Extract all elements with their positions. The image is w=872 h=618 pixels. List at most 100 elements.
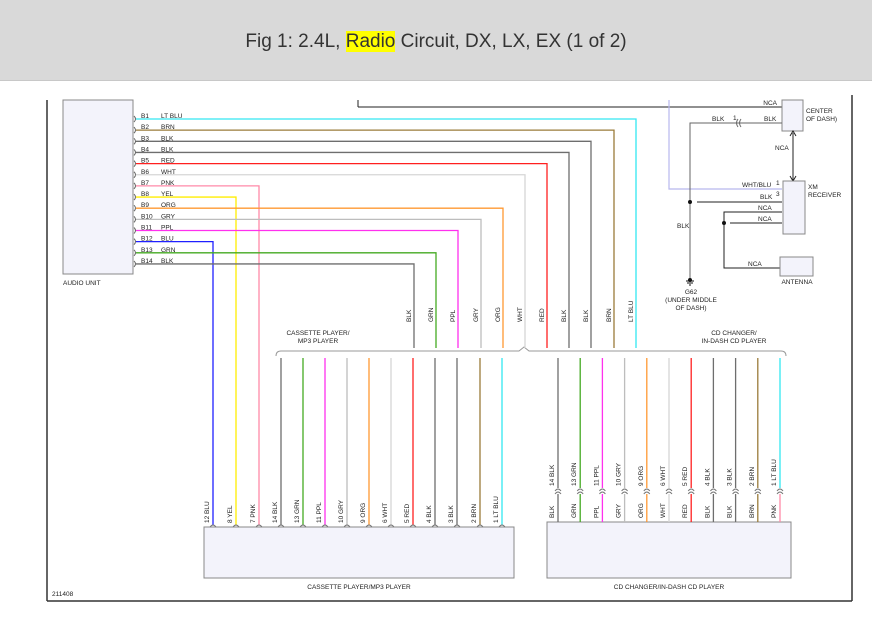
wire-b1 [136,118,637,348]
pin-connector-icon [431,524,439,528]
nca-label: NCA [758,205,772,212]
pin-connector-icon [387,524,395,528]
cd-lower-color-label: BRN [749,504,756,518]
wire-b5 [136,162,548,348]
pin-connector-icon [710,488,717,495]
pin-connector-icon [576,488,584,495]
audio-pin-number: B1 [141,113,149,120]
blk-label: BLK [760,194,773,201]
pin-connector-icon [321,524,329,528]
audio-pin-number: B8 [141,191,149,198]
cd-lower-color-label: BLK [704,505,711,518]
audio-unit-box [62,99,134,275]
wires-group: B1 LT BLU LT BLU B2 BRN BRN B3 BLK BLK B4 BLK BLK B5… [133,113,784,528]
title-highlight: Radio [345,31,396,52]
audio-pin-color: BRN [161,124,175,131]
pin-connector-icon [133,149,136,156]
wire-color-label: RED [539,308,546,322]
cd-lower-color-label: GRY [616,503,623,518]
wire-color-label: GRY [473,307,480,322]
title-prefix: Fig 1: 2.4L, [245,31,346,52]
pin-connector-icon [133,115,136,123]
pin-connector-icon [732,488,739,495]
cd-pin-label: 3 BLK [727,468,734,486]
title-suffix: Circuit, DX, LX, EX (1 of 2) [395,31,627,52]
pin-connector-icon [409,524,417,528]
nca-label: NCA [775,145,789,152]
wire-color-label: BRN [606,308,613,322]
cassette-pin-label: 12 BLU [204,501,211,523]
ground-label-2: (UNDER MIDDLE [665,297,717,304]
blk-label: BLK [712,116,725,123]
wire-b13 [136,252,437,348]
wire-b7 [136,185,260,525]
nca-label: NCA [763,100,777,107]
audio-pin-number: B5 [141,158,149,165]
pin-1-label: 1 [776,180,780,187]
wire-color-label: LT BLU [628,300,635,322]
pin-connector-icon [133,260,136,268]
pin-connector-icon [476,524,484,528]
cassette-pin-label: 2 BRN [471,504,478,523]
wire-b11 [136,229,459,348]
cassette-branch-label-2: MP3 PLAYER [298,338,339,345]
cd-lower-color-label: PNK [771,504,778,518]
cassette-pin-label: 6 WHT [382,503,389,523]
audio-pin-color: YEL [161,191,174,198]
audio-pin-color: GRY [161,213,176,220]
audio-pin-color: GRN [161,247,176,254]
nca-label: NCA [748,261,762,268]
cassette-pin-label: 4 BLK [426,505,433,523]
pin-connector-icon [133,137,136,145]
connector-icon [736,118,742,128]
audio-pin-color: BLK [161,135,174,142]
wire-wht-blu [668,100,782,190]
cassette-pin-label: 1 LT BLU [493,496,500,523]
cd-branch-label-2: IN-DASH CD PLAYER [702,338,767,345]
pin-connector-icon [299,524,307,528]
audio-pin-color: BLK [161,146,174,153]
audio-pin-number: B4 [141,146,149,153]
wire-b2 [136,129,615,348]
splice-icon [722,221,726,225]
wire-b10 [136,218,482,348]
figure-id: 211408 [52,591,74,598]
wire-b12 [136,240,214,525]
pin-connector-icon [133,171,136,179]
wire-blk-ground [689,122,782,280]
audio-pin-color: BLU [161,236,174,243]
pin-connector-icon [453,524,461,528]
wire-color-label: PPL [450,309,457,322]
audio-pin-number: B12 [141,236,153,243]
cd-pin-label: 2 BRN [749,467,756,486]
harness-bracket [275,346,787,357]
wire-b3 [136,140,592,348]
cassette-player-label: CASSETTE PLAYER/MP3 PLAYER [307,584,411,591]
wire-b8 [136,196,237,525]
pin-1-label: 1 [733,115,737,122]
cassette-pin-label: 7 PNK [250,504,257,523]
cd-changer-label: CD CHANGER/IN-DASH CD PLAYER [614,584,725,591]
audio-pin-color: LT BLU [161,113,183,120]
pin-connector-icon [133,126,136,134]
audio-pin-number: B3 [141,135,149,142]
pin-connector-icon [277,524,285,528]
cd-lower-color-label: GRN [571,503,578,518]
wire-b14 [136,263,415,348]
pin-connector-icon [554,488,562,495]
audio-pin-number: B14 [141,258,153,265]
pin-connector-icon [133,227,136,234]
wire-color-label: GRN [428,307,435,322]
pin-connector-icon [643,488,651,495]
cassette-pin-label: 5 RED [404,504,411,523]
cd-branch-label-1: CD CHANGER/ [711,330,757,337]
pin-connector-icon [133,249,136,257]
wire-nca-antenna [723,211,782,269]
cd-lower-color-label: BLK [727,505,734,518]
pin-connector-icon [621,488,628,495]
center-of-dash-label-1: CENTER [806,108,833,115]
audio-pin-color: ORG [161,202,176,209]
cd-pin-label: 11 PPL [593,465,600,486]
pin-connector-icon [133,238,136,246]
pin-connector-icon [498,524,506,528]
